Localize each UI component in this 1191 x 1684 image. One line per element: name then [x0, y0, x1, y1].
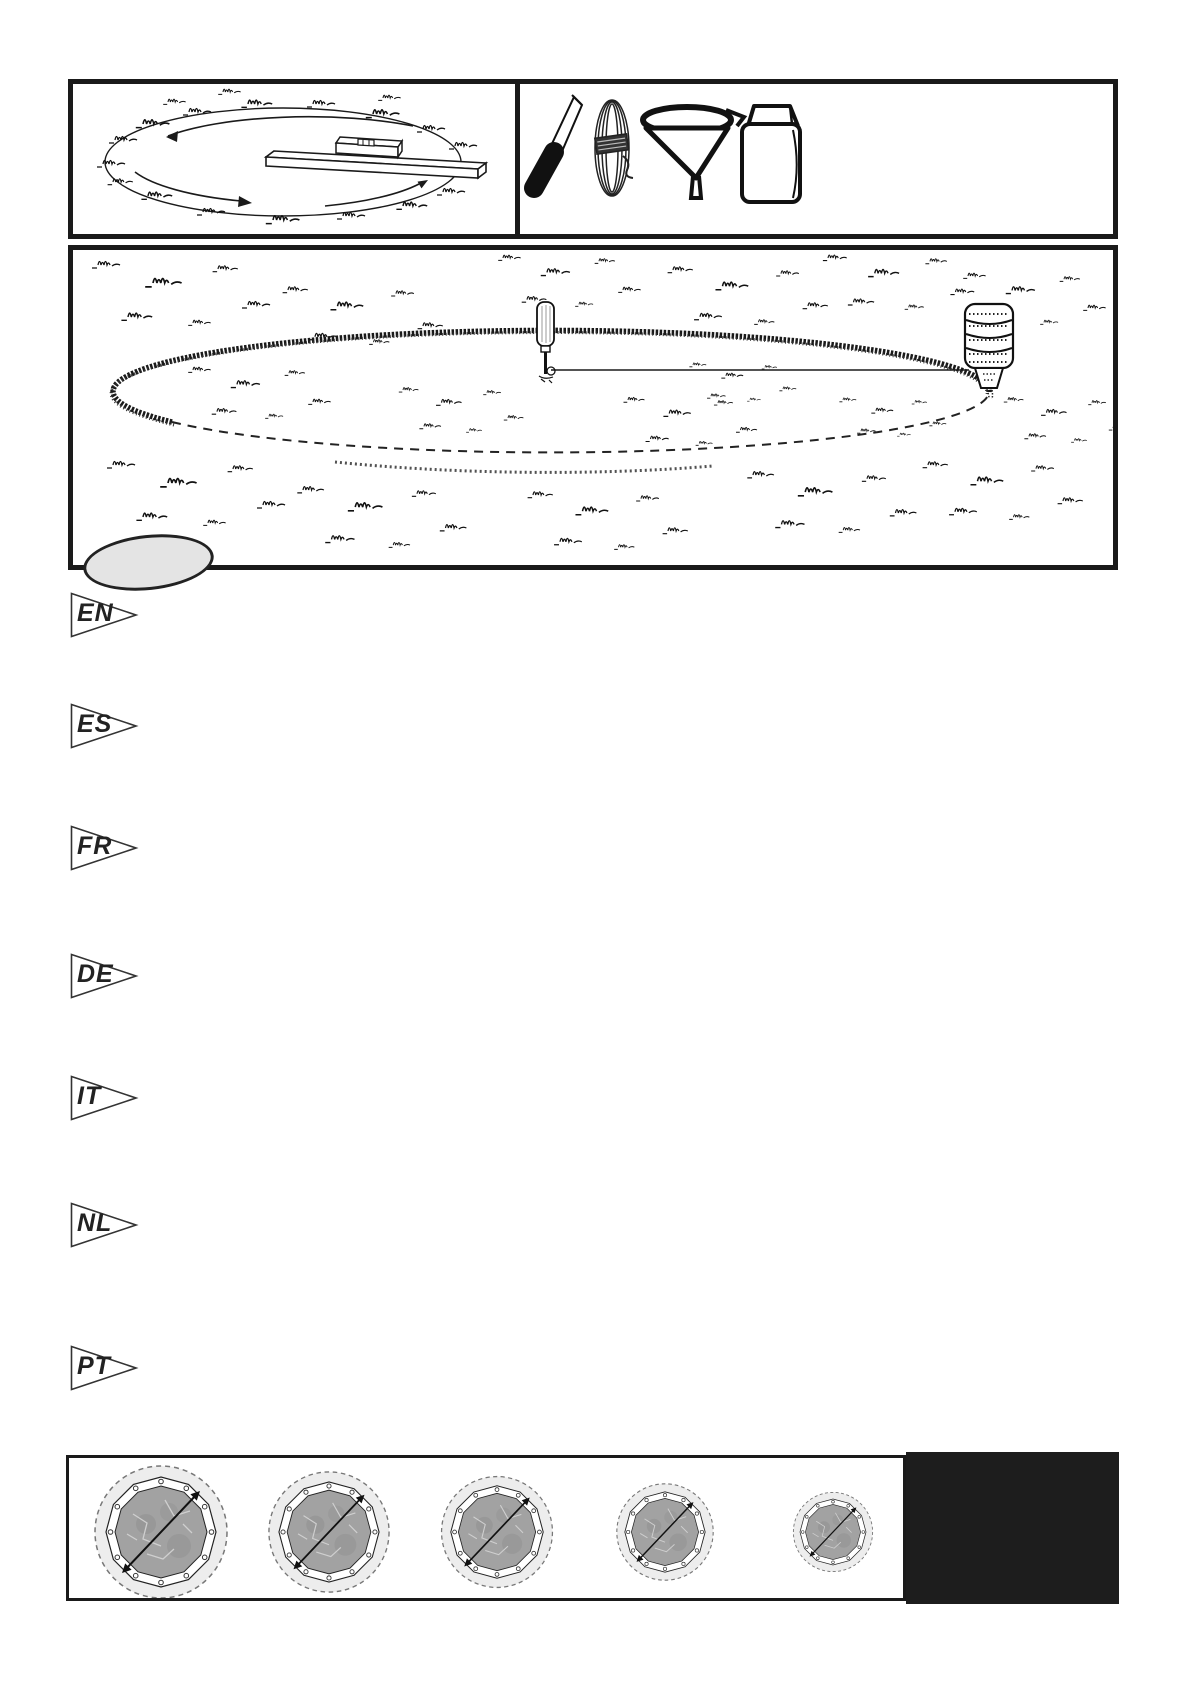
language-tab-nl: NL	[70, 1202, 140, 1248]
screwdriver-icon	[524, 94, 584, 198]
grass-tufts	[92, 255, 1113, 549]
pennant-shape	[70, 825, 139, 871]
language-tab-en: EN	[70, 592, 140, 638]
pool-top-view	[792, 1491, 874, 1573]
spirit-level-icon	[334, 136, 404, 160]
pool-top-view	[616, 1483, 714, 1581]
language-code: DE	[77, 960, 114, 988]
language-code: PT	[77, 1352, 111, 1380]
traced-circle	[109, 327, 992, 474]
pool-top-view	[440, 1475, 554, 1589]
pennant-shape	[70, 1202, 139, 1248]
pennant-shape	[70, 592, 139, 638]
plank-icon	[263, 150, 489, 180]
redacted-black-block	[906, 1452, 1119, 1604]
language-code: IT	[77, 1082, 102, 1110]
pool-size-chart	[94, 1465, 874, 1598]
tools-panel	[524, 94, 802, 204]
language-tab-de: DE	[70, 953, 140, 999]
pennant-shape	[70, 953, 139, 999]
pennant-shape	[70, 703, 139, 749]
sand-bottle-icon	[963, 302, 1015, 400]
language-code: EN	[77, 599, 114, 627]
language-tab-it: IT	[70, 1075, 140, 1121]
rotation-arrows	[134, 115, 428, 207]
language-tab-fr: FR	[70, 825, 140, 871]
pennant-shape	[70, 1345, 139, 1391]
frame-divider	[515, 84, 520, 234]
top-figure-frame	[68, 79, 1118, 239]
funnel-icon	[640, 104, 748, 200]
pennant-shape	[70, 1075, 139, 1121]
pool-top-view	[94, 1465, 228, 1598]
tracing-diagram	[73, 250, 1113, 565]
pool-size-chart-frame	[66, 1455, 906, 1601]
leveling-diagram	[96, 88, 489, 225]
language-code: ES	[77, 710, 113, 738]
sand-bag-icon	[740, 104, 802, 204]
screwdriver-stake-icon	[536, 301, 556, 384]
language-code: NL	[77, 1209, 113, 1237]
language-tab-pt: PT	[70, 1345, 140, 1391]
tracing-figure-frame	[68, 245, 1118, 570]
language-code: FR	[77, 832, 113, 860]
language-tab-es: ES	[70, 703, 140, 749]
pool-top-view	[268, 1471, 390, 1593]
rope-icon	[593, 99, 634, 197]
